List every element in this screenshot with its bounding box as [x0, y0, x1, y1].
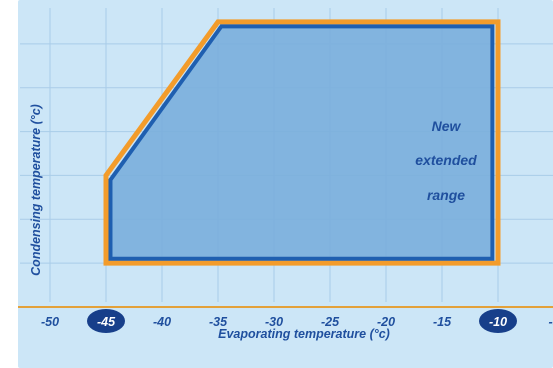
- x-tick-label: -15: [433, 315, 452, 329]
- y-axis-label: Condensing temperature (°c): [29, 104, 43, 276]
- tick-highlight-minus-45: [87, 309, 125, 333]
- x-tick-labels: -50 -45 -40 -35 -30 -25 -20 -15 -10 -5: [41, 309, 553, 333]
- x-tick-label: -5: [548, 315, 553, 329]
- x-axis-label: Evaporating temperature (°c): [218, 327, 390, 341]
- annotation-line: range: [427, 187, 465, 203]
- x-tick-label: -25: [321, 315, 340, 329]
- outer-envelope-outline: [103, 19, 501, 266]
- x-tick-label: -40: [153, 315, 171, 329]
- tick-highlight-minus-10: [479, 309, 517, 333]
- envelopes: [103, 19, 501, 266]
- annotation-line: extended: [415, 152, 477, 168]
- x-tick-label: -30: [265, 315, 283, 329]
- x-tick-label: -20: [377, 315, 395, 329]
- x-tick-label: -10: [489, 315, 507, 329]
- annotation-line: New: [432, 118, 462, 134]
- annotation-text: New extended range: [415, 118, 477, 203]
- extended-range-envelope: [108, 24, 495, 261]
- x-tick-label: -35: [209, 315, 228, 329]
- x-tick-label: -45: [97, 315, 116, 329]
- x-tick-label: -50: [41, 315, 59, 329]
